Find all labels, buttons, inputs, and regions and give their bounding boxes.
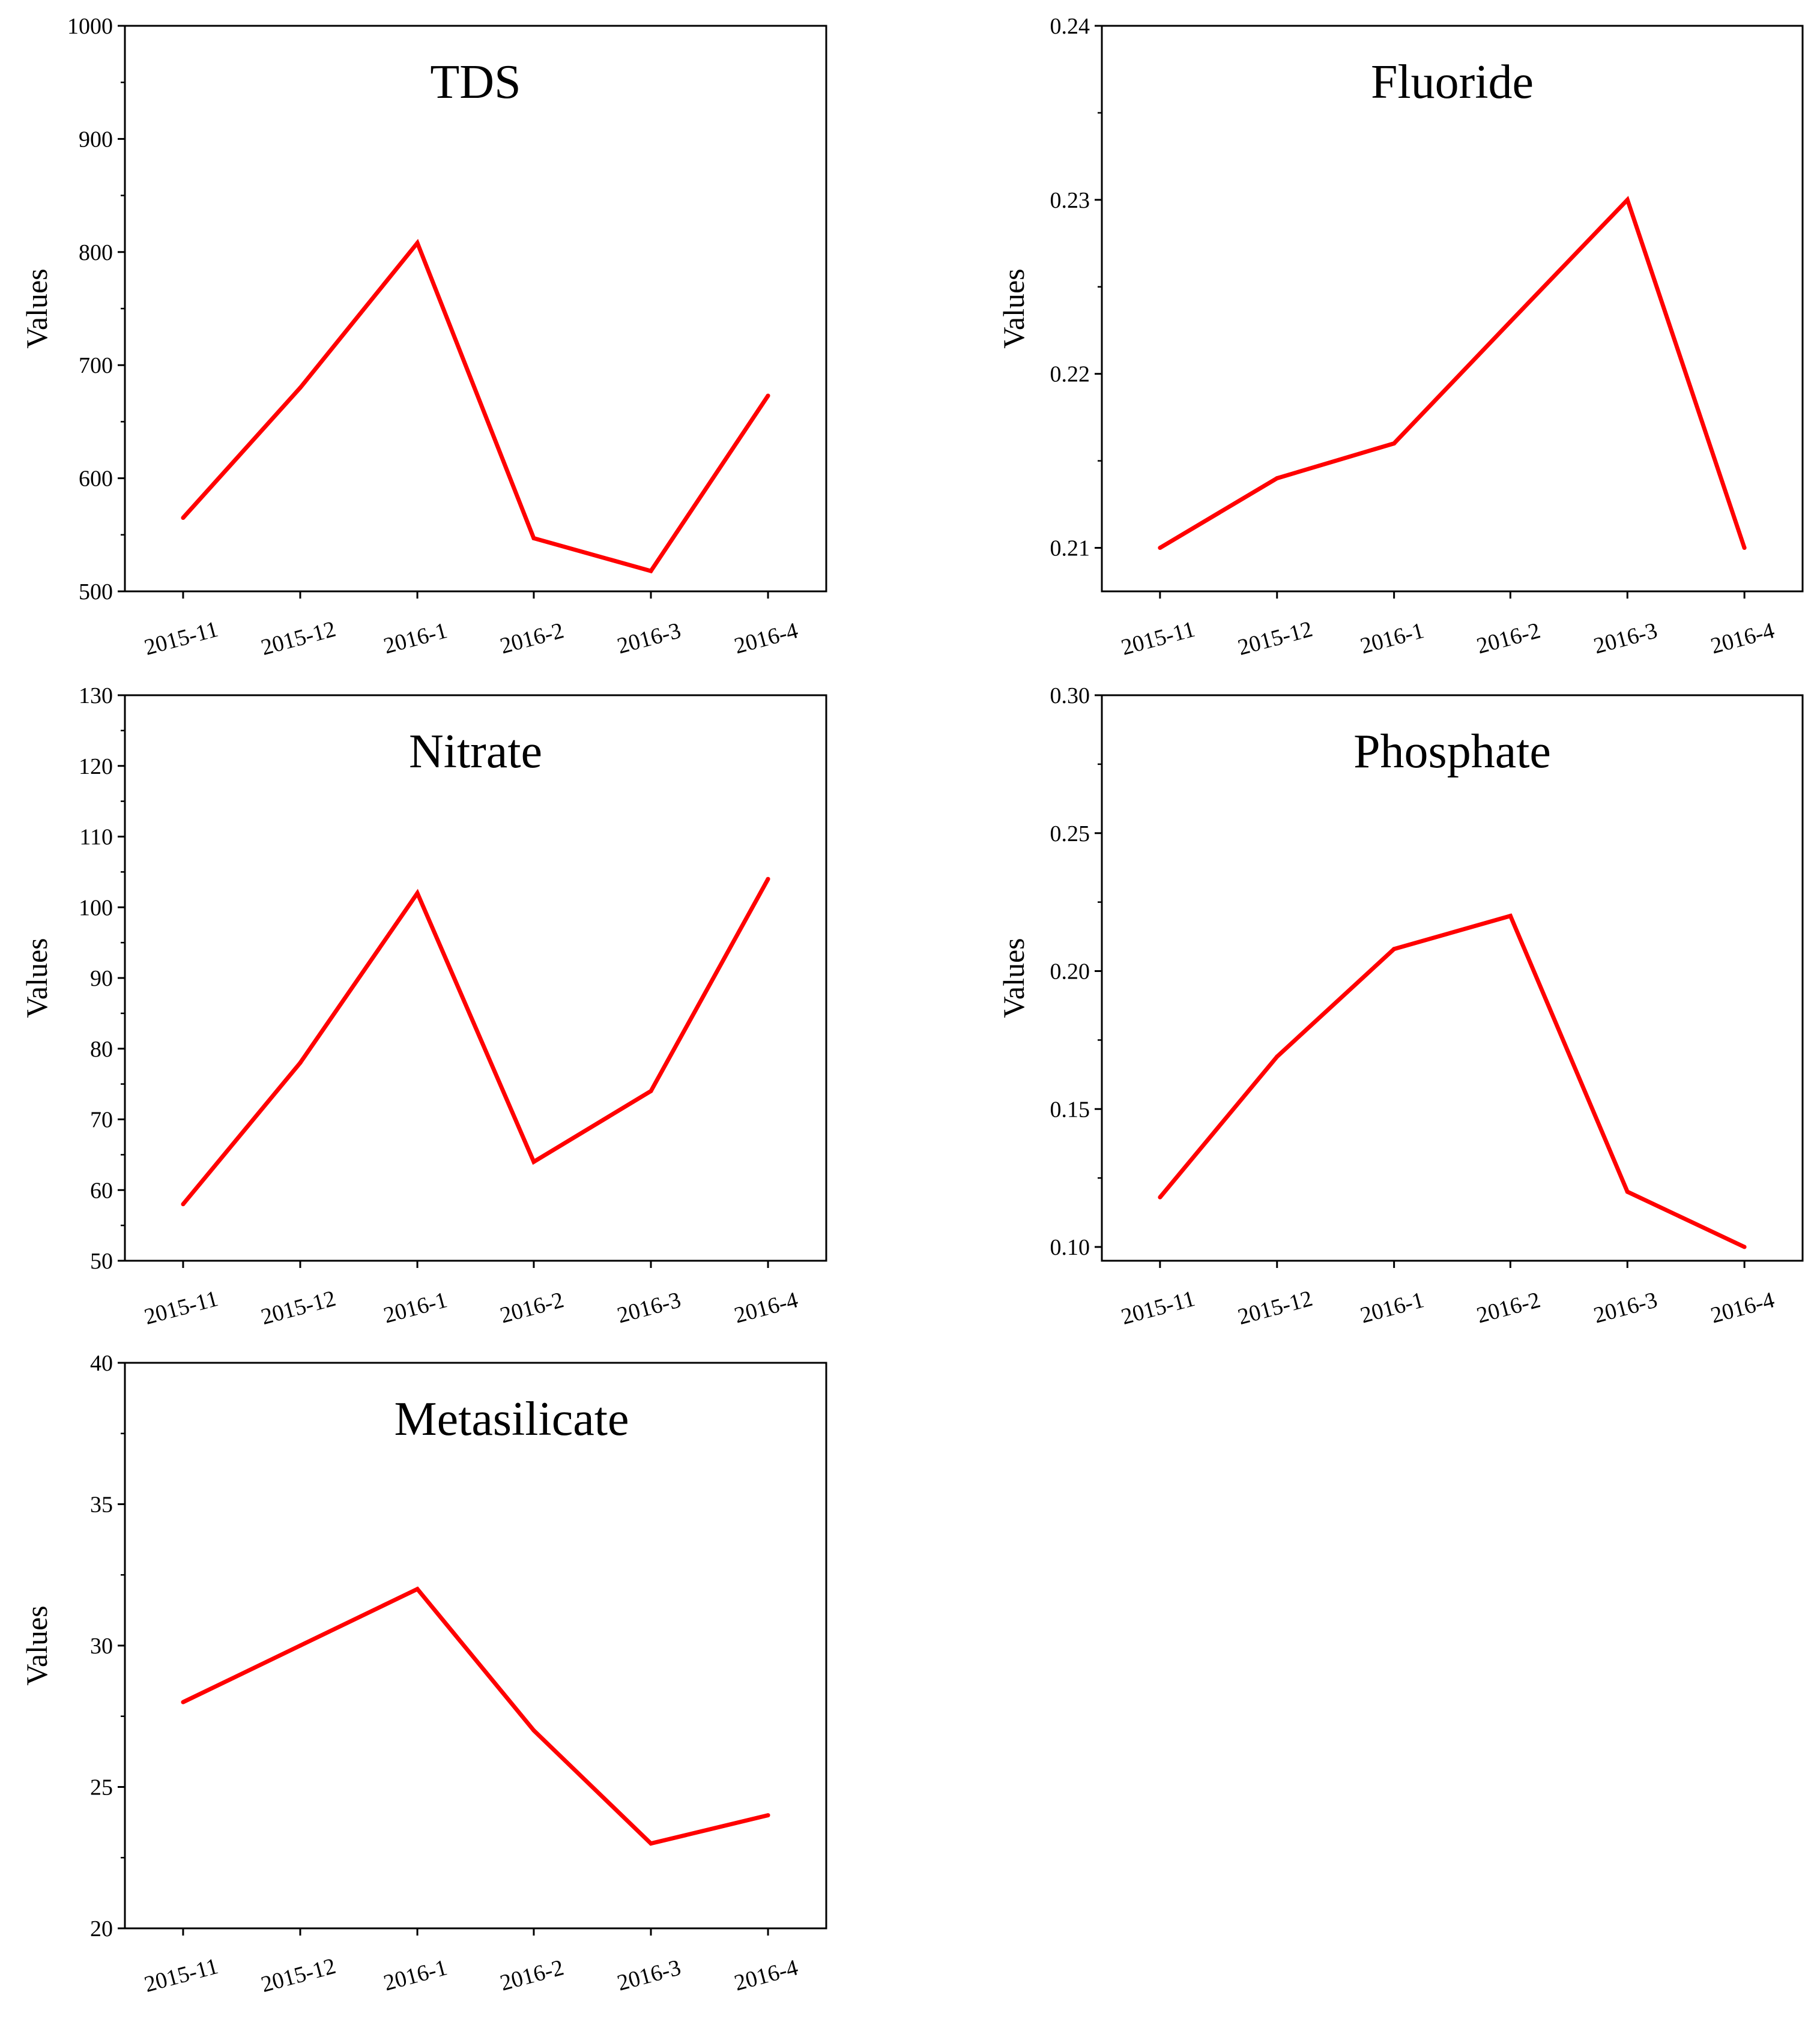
chart-4-y-tick-label: 40 [90, 1351, 113, 1376]
chart-4-title: Metasilicate [395, 1393, 629, 1446]
chart-1-title: Fluoride [1371, 56, 1534, 109]
chart-2-data-point [766, 877, 770, 881]
chart-0-y-axis-title: Values [20, 268, 53, 348]
chart-1-y-tick-label: 0.23 [1050, 188, 1090, 213]
chart-4-series-line [182, 1586, 769, 1846]
chart-2-y-tick-label: 60 [90, 1178, 113, 1203]
chart-3-y-tick-label: 0.10 [1050, 1235, 1090, 1260]
chart-4-y-tick-label: 35 [90, 1492, 113, 1518]
chart-3-y-tick-label: 0.30 [1050, 683, 1090, 708]
chart-2-y-tick-label: 50 [90, 1249, 113, 1274]
chart-4-data-point [298, 1643, 303, 1648]
chart-4-y-axis-title: Values [20, 1605, 53, 1685]
chart-0-title: TDS [430, 56, 521, 109]
chart-0-data-point [531, 536, 536, 540]
chart-2-title: Nitrate [409, 725, 542, 778]
chart-0-data-point [181, 516, 186, 521]
chart-3-data-point [1392, 947, 1397, 952]
chart-0-y-tick-label: 600 [79, 466, 113, 492]
chart-1-y-tick-label: 0.22 [1050, 362, 1090, 387]
chart-2-y-tick-label: 130 [79, 683, 113, 708]
chart-1-data-point [1158, 546, 1162, 551]
chart-1-data-point [1508, 319, 1513, 324]
chart-0-y-tick-label: 900 [79, 127, 113, 152]
chart-3-data-point [1742, 1245, 1747, 1249]
chart-3-y-tick-label: 0.20 [1050, 959, 1090, 985]
chart-1-data-point [1392, 441, 1397, 446]
chart-4-data-point [766, 1813, 770, 1818]
chart-0-y-tick-label: 800 [79, 240, 113, 265]
chart-2-y-tick-label: 100 [79, 895, 113, 920]
chart-2-data-point [181, 1202, 186, 1207]
chart-1-y-tick-label: 0.24 [1050, 14, 1090, 39]
chart-2-y-axis-title: Values [20, 938, 53, 1018]
chart-2-y-tick-label: 120 [79, 754, 113, 779]
chart-0-y-tick-label: 700 [79, 353, 113, 378]
chart-1-data-point [1275, 476, 1280, 481]
chart-0-data-point [415, 241, 420, 246]
chart-4-data-point [181, 1700, 186, 1704]
chart-0-data-point [766, 393, 770, 398]
chart-4-y-tick-label: 20 [90, 1916, 113, 1942]
chart-3-data-point [1508, 914, 1513, 919]
chart-0-data-point [648, 569, 653, 573]
chart-3-title: Phosphate [1353, 725, 1551, 778]
chart-1-y-axis-title: Values [997, 268, 1030, 348]
chart-2-series-line [181, 878, 770, 1206]
chart-3-data-point [1158, 1195, 1162, 1200]
chart-3-y-tick-label: 0.25 [1050, 821, 1090, 847]
chart-3-data-point [1275, 1054, 1280, 1059]
chart-3-y-tick-label: 0.15 [1050, 1097, 1090, 1122]
chart-1-plot-frame [1101, 25, 1804, 593]
chart-1-series-line [1159, 196, 1747, 550]
chart-2-data-point [298, 1060, 303, 1065]
chart-3-y-axis-title: Values [997, 938, 1030, 1018]
chart-2-data-point [415, 891, 420, 896]
chart-4-data-point [415, 1587, 420, 1592]
chart-1-y-tick-label: 0.21 [1050, 536, 1090, 561]
chart-3-plot-frame [1101, 694, 1804, 1262]
chart-4-y-tick-label: 30 [90, 1634, 113, 1659]
chart-0-series-line [181, 238, 770, 574]
chart-3-data-point [1625, 1189, 1630, 1194]
chart-2-y-tick-label: 80 [90, 1037, 113, 1062]
chart-1-data-point [1742, 546, 1747, 551]
chart-2-data-point [531, 1159, 536, 1164]
chart-0-y-tick-label: 500 [79, 579, 113, 605]
chart-0-y-tick-label: 1000 [67, 14, 113, 39]
chart-4-y-tick-label: 25 [90, 1775, 113, 1800]
chart-4-data-point [648, 1841, 653, 1846]
chart-2-y-tick-label: 110 [79, 825, 113, 850]
chart-0-data-point [298, 385, 303, 390]
chart-2-y-tick-label: 90 [90, 966, 113, 991]
chart-4-data-point [531, 1728, 536, 1733]
chart-3-series-line [1158, 913, 1746, 1249]
chart-1-data-point [1625, 198, 1630, 202]
chart-2-y-tick-label: 70 [90, 1108, 113, 1133]
chart-2-data-point [648, 1088, 653, 1093]
